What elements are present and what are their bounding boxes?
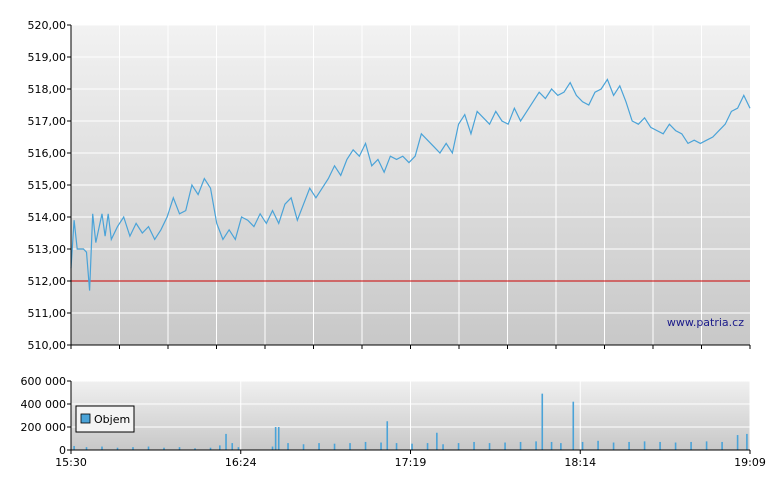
volume-bar: [231, 443, 234, 450]
volume-bar: [85, 447, 88, 450]
volume-bar: [116, 447, 119, 450]
volume-bar: [225, 433, 227, 450]
price-y-axis-labels: 510,00 511,00 512,00 513,00 514,00 515,00 516,…: [28, 19, 71, 352]
volume-y-tick-label: 200 000: [21, 421, 67, 434]
volume-bar: [442, 444, 444, 450]
volume-bar: [333, 443, 336, 450]
volume-bar: [302, 444, 305, 450]
volume-bar: [550, 441, 553, 450]
volume-bar: [364, 441, 367, 450]
watermark: www.patria.cz: [667, 316, 744, 329]
volume-x-tick-label: 19:09: [734, 456, 766, 469]
volume-legend: Objem: [75, 405, 135, 433]
volume-x-tick-label: 15:30: [55, 456, 87, 469]
volume-bar: [436, 432, 438, 450]
price-y-tick-label: 511,00: [28, 307, 67, 320]
volume-bar: [274, 427, 277, 450]
volume-bar: [572, 401, 575, 450]
volume-x-tick-label: 18:14: [564, 456, 596, 469]
price-y-tick-label: 516,00: [28, 147, 67, 160]
volume-bar: [674, 442, 677, 450]
price-y-tick-label: 515,00: [28, 179, 67, 192]
volume-bar: [612, 442, 615, 450]
price-y-tick-label: 517,00: [28, 115, 67, 128]
volume-bars: [73, 393, 748, 450]
volume-y-tick-label: 0: [59, 444, 66, 457]
volume-bar: [488, 443, 491, 450]
price-x-ticks: [70, 345, 751, 349]
volume-bar: [560, 443, 562, 450]
volume-x-tick-label: 17:19: [395, 456, 427, 469]
volume-bar: [132, 447, 134, 450]
volume-bar: [721, 441, 723, 450]
volume-bar: [736, 435, 739, 450]
price-y-tick-label: 520,00: [28, 19, 67, 32]
volume-bar: [457, 443, 460, 450]
legend-label: Objem: [94, 413, 130, 426]
volume-bar: [541, 393, 544, 450]
volume-x-ticks: [70, 450, 751, 454]
volume-x-tick-label: 16:24: [225, 456, 257, 469]
volume-bar: [277, 427, 280, 450]
volume-bar: [194, 448, 196, 450]
volume-y-axis-labels: 0 200 000 400 000 600 000: [21, 375, 71, 457]
price-line: [70, 78, 751, 291]
volume-bar: [426, 443, 429, 450]
volume-bar: [628, 441, 630, 450]
legend-swatch: [80, 413, 91, 424]
volume-bar: [535, 441, 537, 450]
volume-bar: [519, 441, 522, 450]
volume-bar: [237, 447, 240, 450]
volume-x-axis-labels: 15:30 16:24 17:19 18:14 19:09: [55, 456, 766, 469]
volume-bar: [597, 440, 599, 450]
volume-bar: [219, 445, 221, 450]
volume-bar: [178, 447, 181, 450]
volume-y-tick-label: 400 000: [21, 398, 67, 411]
price-y-tick-label: 514,00: [28, 211, 67, 224]
volume-bar: [271, 446, 274, 450]
volume-bar: [349, 443, 351, 450]
volume-bar: [287, 443, 289, 450]
volume-bar: [209, 447, 212, 450]
volume-y-tick-label: 600 000: [21, 375, 67, 388]
price-y-tick-label: 519,00: [28, 51, 67, 64]
price-y-tick-label: 513,00: [28, 243, 67, 256]
price-y-tick-label: 518,00: [28, 83, 67, 96]
price-y-tick-label: 512,00: [28, 275, 67, 288]
volume-bar: [163, 447, 165, 450]
price-y-tick-label: 510,00: [28, 339, 67, 352]
volume-bar: [73, 445, 75, 450]
volume-bar: [746, 433, 748, 450]
volume-bar: [504, 442, 506, 450]
volume-bar: [386, 421, 389, 450]
volume-bar: [643, 441, 646, 450]
volume-bar: [318, 443, 320, 450]
volume-bar: [690, 441, 692, 450]
volume-bar: [101, 446, 103, 450]
volume-bar: [581, 441, 584, 450]
volume-bar: [380, 442, 382, 450]
volume-bar: [473, 441, 475, 450]
volume-bar: [705, 441, 708, 450]
volume-bar: [147, 446, 150, 450]
volume-bar: [659, 441, 661, 450]
volume-bar: [395, 443, 398, 450]
volume-bar: [411, 443, 413, 450]
